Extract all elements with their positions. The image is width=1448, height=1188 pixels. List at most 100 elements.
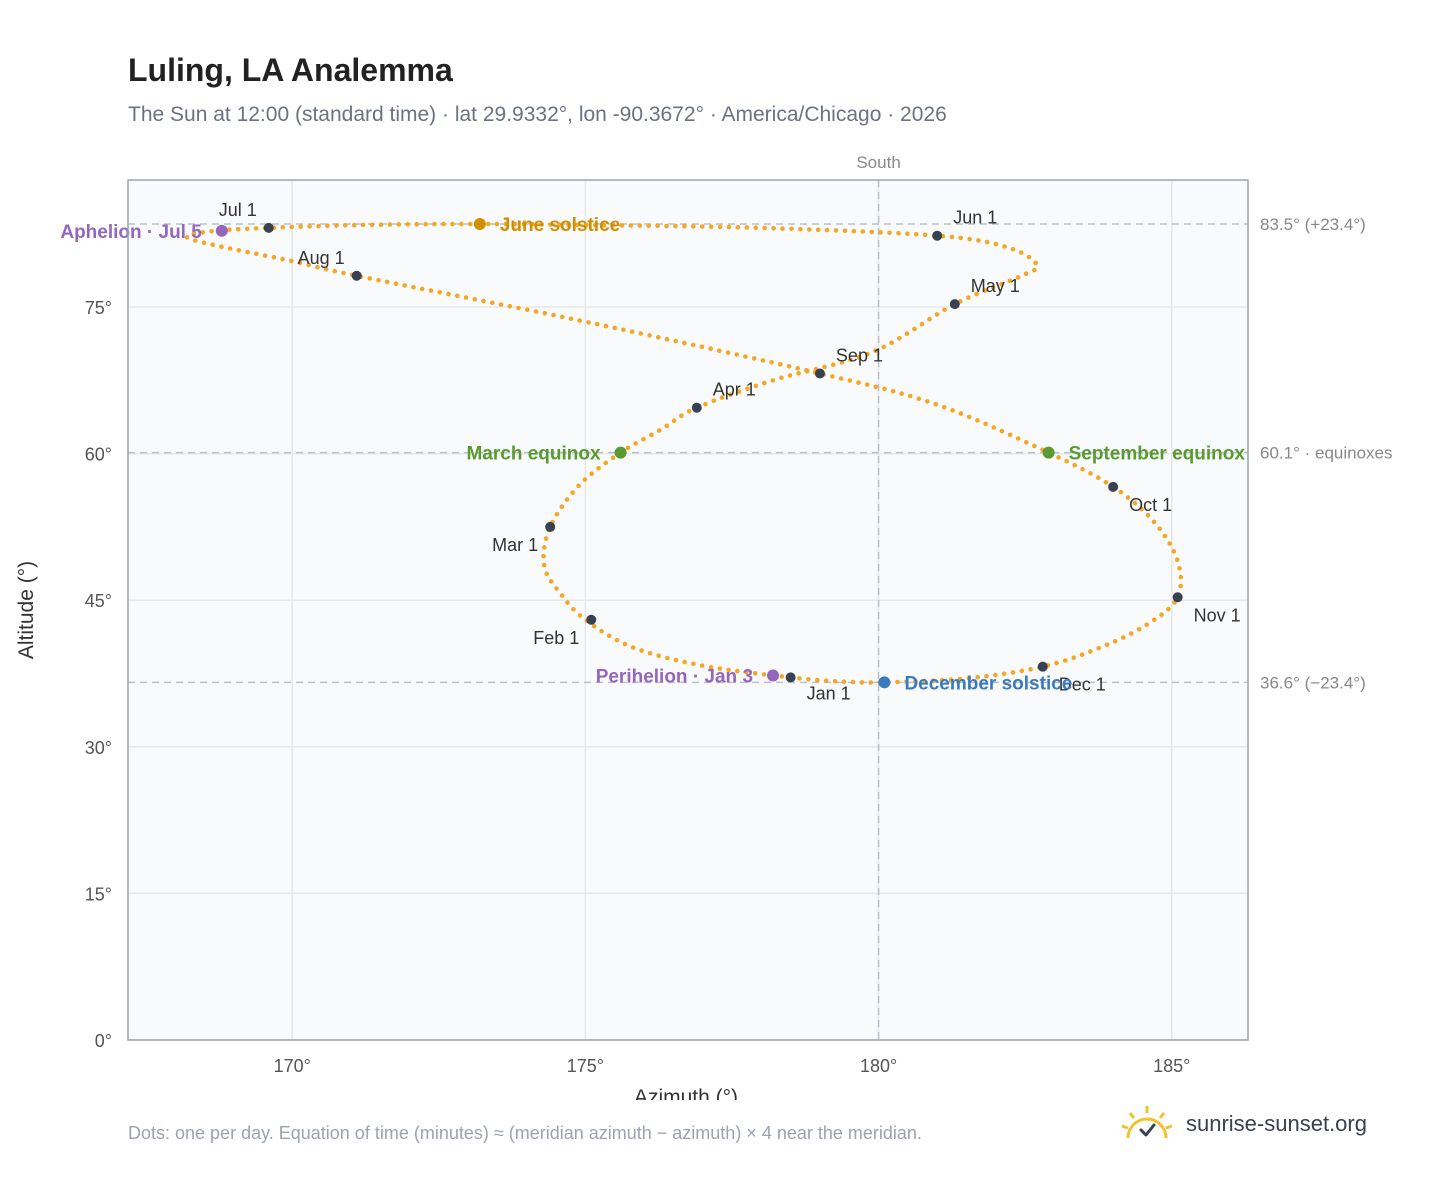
daily-dot: [682, 659, 687, 665]
daily-dot: [378, 222, 384, 227]
daily-dot: [815, 677, 820, 683]
daily-dot: [516, 305, 521, 311]
daily-dot: [796, 371, 801, 376]
daily-dot: [1118, 489, 1124, 495]
daily-dot: [641, 436, 646, 442]
daily-dot: [244, 226, 250, 232]
daily-dot: [621, 327, 626, 333]
daily-dot: [596, 465, 601, 471]
daily-dot: [673, 223, 678, 229]
daily-dot: [432, 221, 437, 227]
daily-dot: [717, 666, 723, 671]
daily-dot: [629, 329, 635, 335]
daily-dot: [594, 321, 600, 327]
daily-dot: [289, 258, 294, 264]
event-marker: [1042, 446, 1055, 459]
daily-dot: [603, 323, 609, 329]
daily-dot: [1103, 480, 1109, 485]
daily-dot: [1079, 652, 1085, 657]
daily-dot: [481, 298, 486, 304]
daily-dot: [396, 222, 402, 227]
daily-dot: [831, 362, 836, 368]
daily-dot: [726, 224, 732, 230]
daily-dot: [868, 680, 873, 685]
daily-dot: [503, 221, 509, 227]
daily-dot: [559, 593, 565, 598]
daily-dot: [673, 338, 678, 344]
daily-dot: [280, 256, 285, 262]
daily-dot: [762, 225, 767, 231]
daily-dot: [982, 288, 988, 293]
daily-dot: [949, 234, 955, 240]
daily-dot: [841, 679, 847, 684]
daily-dot: [638, 331, 644, 336]
daily-dot: [1032, 267, 1037, 273]
daily-dot: [957, 676, 963, 682]
month-label: Sep 1: [836, 346, 883, 366]
brand-logo[interactable]: sunrise-sunset.org: [1120, 1102, 1367, 1146]
daily-dot: [699, 344, 705, 350]
daily-dot: [769, 360, 774, 365]
daily-dot: [1139, 506, 1144, 512]
daily-dot: [1054, 660, 1059, 666]
daily-dot: [958, 411, 964, 416]
daily-dot: [974, 291, 979, 297]
daily-dot: [850, 679, 856, 685]
daily-dot: [564, 497, 570, 502]
daily-dot: [315, 264, 320, 270]
daily-dot: [703, 401, 708, 407]
daily-dot: [367, 276, 373, 281]
daily-dot: [376, 277, 381, 283]
daily-dot: [976, 238, 981, 243]
daily-dot: [542, 545, 547, 550]
daily-dot: [975, 674, 980, 680]
month-marker: [785, 672, 796, 683]
event-marker: [767, 669, 780, 682]
plot-background: [128, 180, 1248, 1040]
daily-dot: [539, 222, 544, 227]
daily-dot: [744, 225, 750, 230]
daily-dot: [795, 366, 800, 371]
daily-dot: [1024, 439, 1029, 445]
daily-dot: [919, 321, 925, 327]
daily-dot: [253, 226, 259, 231]
x-tick-label: 170°: [274, 1056, 311, 1076]
daily-dot: [343, 223, 348, 228]
daily-dot: [847, 378, 853, 383]
daily-dot: [548, 579, 554, 584]
daily-dot: [1125, 495, 1131, 500]
y-tick-label: 15°: [85, 884, 112, 904]
daily-dot: [983, 421, 988, 427]
daily-dot: [735, 225, 741, 230]
daily-dot: [736, 389, 742, 394]
daily-dot: [726, 667, 731, 673]
daily-dot: [934, 312, 940, 317]
daily-dot: [610, 455, 616, 461]
daily-dot: [664, 423, 670, 429]
daily-dot: [806, 677, 811, 682]
daily-dot: [1015, 436, 1021, 441]
daily-dot: [664, 336, 670, 342]
daily-dot: [942, 307, 947, 313]
daily-dot: [1096, 475, 1101, 481]
daily-dot: [323, 266, 329, 272]
daily-dot: [485, 221, 491, 227]
daily-dot: [541, 562, 547, 568]
daily-dot: [583, 222, 589, 228]
daily-dot: [950, 408, 955, 413]
daily-dot: [771, 226, 776, 231]
daily-dot: [905, 231, 910, 236]
daily-dot: [316, 223, 321, 229]
daily-dot: [554, 511, 560, 517]
month-marker: [1172, 592, 1183, 603]
daily-dot: [717, 224, 723, 230]
daily-dot: [521, 221, 527, 227]
daily-dot: [823, 678, 829, 683]
daily-dot: [543, 536, 549, 541]
daily-dot: [797, 676, 802, 681]
daily-dot: [1167, 541, 1172, 546]
plot-frame: [127, 179, 1249, 1041]
daily-dot: [824, 227, 830, 233]
daily-dot: [916, 396, 922, 402]
daily-dot: [507, 303, 513, 309]
